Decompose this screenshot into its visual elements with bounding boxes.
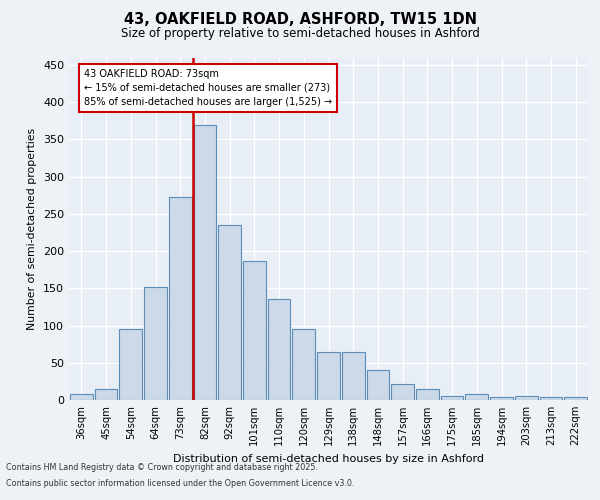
Bar — [144, 287, 167, 400]
Bar — [95, 389, 118, 400]
Bar — [539, 397, 562, 400]
Bar — [169, 196, 191, 400]
Bar — [466, 394, 488, 400]
Bar — [416, 389, 439, 400]
Bar — [367, 370, 389, 400]
Bar — [218, 225, 241, 400]
Bar — [441, 396, 463, 400]
Bar — [490, 397, 513, 400]
Bar — [70, 394, 93, 400]
X-axis label: Distribution of semi-detached houses by size in Ashford: Distribution of semi-detached houses by … — [173, 454, 484, 464]
Text: 43, OAKFIELD ROAD, ASHFORD, TW15 1DN: 43, OAKFIELD ROAD, ASHFORD, TW15 1DN — [124, 12, 476, 28]
Text: Size of property relative to semi-detached houses in Ashford: Size of property relative to semi-detach… — [121, 28, 479, 40]
Bar — [515, 396, 538, 400]
Bar — [119, 330, 142, 400]
Bar — [268, 300, 290, 400]
Text: Contains public sector information licensed under the Open Government Licence v3: Contains public sector information licen… — [6, 478, 355, 488]
Bar — [194, 124, 216, 400]
Y-axis label: Number of semi-detached properties: Number of semi-detached properties — [28, 128, 37, 330]
Bar — [317, 352, 340, 400]
Bar — [292, 330, 315, 400]
Bar — [564, 397, 587, 400]
Text: 43 OAKFIELD ROAD: 73sqm
← 15% of semi-detached houses are smaller (273)
85% of s: 43 OAKFIELD ROAD: 73sqm ← 15% of semi-de… — [84, 68, 332, 106]
Bar — [391, 384, 414, 400]
Bar — [342, 352, 365, 400]
Bar — [243, 261, 266, 400]
Text: Contains HM Land Registry data © Crown copyright and database right 2025.: Contains HM Land Registry data © Crown c… — [6, 464, 318, 472]
